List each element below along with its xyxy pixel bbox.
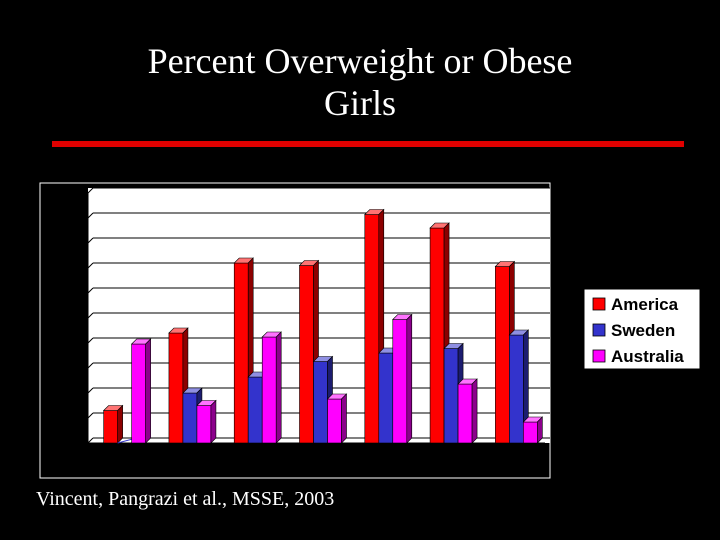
gridline-depth (87, 212, 94, 219)
y-tick-label: 45 (65, 210, 82, 227)
y-tick-label: 35 (65, 260, 82, 277)
legend-label-australia: Australia (611, 347, 684, 366)
legend-label-sweden: Sweden (611, 321, 675, 340)
bar-sweden-9 (313, 361, 328, 444)
y-tick-label: 5 (74, 410, 82, 427)
slide-title-line2: Girls (324, 83, 396, 123)
y-tick-label: 50 (65, 185, 82, 202)
title-underline (52, 141, 684, 147)
bar-america-8 (233, 262, 249, 444)
gridline-depth (87, 312, 94, 319)
bar-america-6 (103, 410, 118, 444)
x-tick-label: 8 (245, 455, 253, 472)
x-tick-label: 7 (180, 455, 188, 472)
y-tick-label: 40 (65, 235, 82, 252)
bar-side-australia-12 (537, 416, 543, 444)
slide-title-line1: Percent Overweight or Obese (147, 41, 573, 81)
chart-frame (39, 182, 551, 479)
y-tick-label: 10 (65, 385, 82, 402)
bar-america-11 (429, 227, 445, 444)
legend-label-america: America (611, 295, 679, 314)
bar-australia-6 (131, 343, 146, 444)
bar-sweden-8 (247, 376, 263, 444)
legend-swatch-sweden (592, 323, 606, 337)
bar-side-australia-8 (275, 331, 282, 444)
x-tick-label: 12 (502, 455, 519, 472)
citation: Vincent, Pangrazi et al., MSSE, 2003 (36, 488, 335, 510)
y-tick-label: 30 (65, 285, 82, 302)
bar-side-america-6 (117, 404, 123, 444)
bar-australia-7 (196, 405, 212, 444)
bar-australia-8 (261, 336, 277, 444)
x-tick-label: 9 (310, 455, 318, 472)
gridline-depth (87, 287, 94, 294)
bar-sweden-7 (182, 392, 198, 444)
bar-sweden-12 (509, 334, 524, 444)
x-tick-label: 6 (114, 455, 122, 472)
bar-america-9 (299, 265, 314, 444)
legend-swatch-australia (592, 349, 606, 363)
y-tick-label: 25 (65, 310, 82, 327)
bar-side-australia-9 (341, 393, 347, 444)
y-tick-label: 15 (65, 360, 82, 377)
gridline-depth (87, 437, 94, 444)
gridline-depth (87, 237, 94, 244)
bar-sweden-10 (378, 352, 394, 444)
gridline-depth (87, 387, 94, 394)
bar-australia-10 (392, 319, 408, 444)
bar-america-7 (168, 332, 184, 444)
bar-australia-12 (523, 421, 538, 444)
bar-australia-11 (457, 383, 473, 444)
bar-side-australia-10 (406, 313, 413, 444)
gridline-depth (87, 412, 94, 419)
bar-side-australia-11 (471, 378, 478, 444)
legend-swatch-america (592, 297, 606, 311)
x-tick-label: 11 (437, 455, 453, 472)
bar-sweden-11 (443, 348, 459, 444)
bar-america-12 (495, 266, 510, 444)
bar-side-australia-6 (145, 338, 151, 444)
bar-america-10 (364, 214, 380, 444)
bar-australia-9 (327, 398, 342, 444)
x-tick-label: 10 (371, 455, 388, 472)
gridline-depth (87, 262, 94, 269)
y-tick-label: 0 (74, 435, 82, 452)
slide-title: Percent Overweight or Obese Girls (40, 40, 680, 124)
gridline-depth (87, 362, 94, 369)
y-tick-label: 20 (65, 335, 82, 352)
gridline-depth (87, 337, 94, 344)
bar-side-australia-7 (210, 399, 217, 444)
gridline-depth (87, 187, 94, 194)
